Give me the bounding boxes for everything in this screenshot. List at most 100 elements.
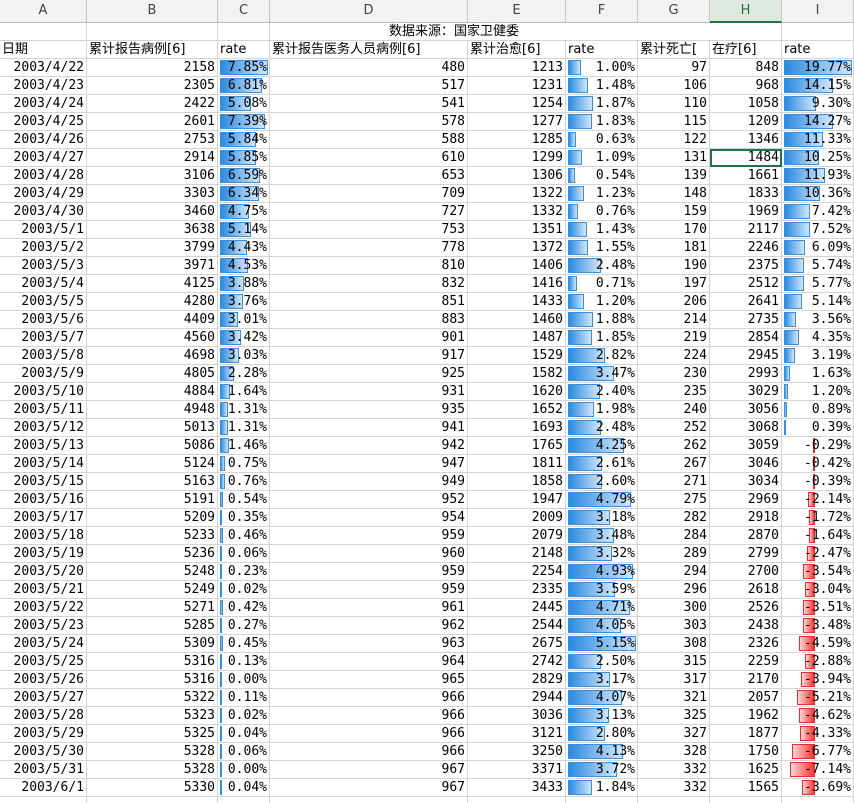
- cases-rate-cell[interactable]: 0.13%: [218, 653, 270, 671]
- cases-cell[interactable]: 5249: [87, 581, 218, 599]
- date-cell[interactable]: 2003/4/29: [0, 185, 87, 203]
- cell-empty[interactable]: [468, 797, 566, 803]
- cured-rate-cell[interactable]: 4.07%: [566, 689, 638, 707]
- column-header-i[interactable]: I: [782, 0, 854, 23]
- deaths-cell[interactable]: 296: [638, 581, 710, 599]
- in-treatment-rate-cell[interactable]: -3.94%: [782, 671, 854, 689]
- in-treatment-rate-cell[interactable]: -2.14%: [782, 491, 854, 509]
- cell-empty[interactable]: [782, 797, 854, 803]
- date-cell[interactable]: 2003/5/31: [0, 761, 87, 779]
- cured-rate-cell[interactable]: 2.61%: [566, 455, 638, 473]
- cases-cell[interactable]: 4409: [87, 311, 218, 329]
- medical-staff-cell[interactable]: 610: [270, 149, 468, 167]
- cases-rate-cell[interactable]: 4.53%: [218, 257, 270, 275]
- deaths-cell[interactable]: 303: [638, 617, 710, 635]
- cured-rate-cell[interactable]: 1.87%: [566, 95, 638, 113]
- cases-cell[interactable]: 4698: [87, 347, 218, 365]
- in-treatment-cell[interactable]: 1661: [710, 167, 782, 185]
- cases-rate-cell[interactable]: 0.06%: [218, 545, 270, 563]
- cured-rate-cell[interactable]: 1.23%: [566, 185, 638, 203]
- in-treatment-rate-cell[interactable]: 7.42%: [782, 203, 854, 221]
- date-cell[interactable]: 2003/5/12: [0, 419, 87, 437]
- cases-cell[interactable]: 4805: [87, 365, 218, 383]
- cured-rate-cell[interactable]: 4.13%: [566, 743, 638, 761]
- in-treatment-cell[interactable]: 2259: [710, 653, 782, 671]
- in-treatment-rate-cell[interactable]: -3.48%: [782, 617, 854, 635]
- medical-staff-cell[interactable]: 709: [270, 185, 468, 203]
- date-cell[interactable]: 2003/5/23: [0, 617, 87, 635]
- cured-rate-cell[interactable]: 3.47%: [566, 365, 638, 383]
- cured-rate-cell[interactable]: 3.17%: [566, 671, 638, 689]
- medical-staff-cell[interactable]: 964: [270, 653, 468, 671]
- cases-rate-cell[interactable]: 1.46%: [218, 437, 270, 455]
- in-treatment-cell[interactable]: 968: [710, 77, 782, 95]
- column-header-f[interactable]: F: [566, 0, 638, 23]
- in-treatment-rate-cell[interactable]: -0.39%: [782, 473, 854, 491]
- cured-cell[interactable]: 1460: [468, 311, 566, 329]
- in-treatment-cell[interactable]: 848: [710, 59, 782, 77]
- in-treatment-cell[interactable]: 2700: [710, 563, 782, 581]
- medical-staff-cell[interactable]: 810: [270, 257, 468, 275]
- medical-staff-cell[interactable]: 541: [270, 95, 468, 113]
- in-treatment-cell[interactable]: 2993: [710, 365, 782, 383]
- cell-empty[interactable]: [468, 23, 566, 41]
- in-treatment-cell[interactable]: 2170: [710, 671, 782, 689]
- cases-cell[interactable]: 4948: [87, 401, 218, 419]
- header-cell[interactable]: 累计治愈[6]: [468, 41, 566, 59]
- medical-staff-cell[interactable]: 588: [270, 131, 468, 149]
- cured-rate-cell[interactable]: 0.71%: [566, 275, 638, 293]
- in-treatment-cell[interactable]: 1877: [710, 725, 782, 743]
- cases-rate-cell[interactable]: 0.02%: [218, 581, 270, 599]
- cases-cell[interactable]: 5330: [87, 779, 218, 797]
- cured-cell[interactable]: 2079: [468, 527, 566, 545]
- in-treatment-rate-cell[interactable]: 1.63%: [782, 365, 854, 383]
- cases-rate-cell[interactable]: 1.31%: [218, 419, 270, 437]
- date-cell[interactable]: 2003/5/26: [0, 671, 87, 689]
- cell-empty[interactable]: [566, 797, 638, 803]
- cases-rate-cell[interactable]: 0.23%: [218, 563, 270, 581]
- cases-rate-cell[interactable]: 1.64%: [218, 383, 270, 401]
- cured-cell[interactable]: 2009: [468, 509, 566, 527]
- medical-staff-cell[interactable]: 952: [270, 491, 468, 509]
- cell-empty[interactable]: [218, 23, 270, 41]
- in-treatment-rate-cell[interactable]: 7.52%: [782, 221, 854, 239]
- cases-rate-cell[interactable]: 5.14%: [218, 221, 270, 239]
- deaths-cell[interactable]: 271: [638, 473, 710, 491]
- medical-staff-cell[interactable]: 959: [270, 563, 468, 581]
- cases-cell[interactable]: 5322: [87, 689, 218, 707]
- medical-staff-cell[interactable]: 883: [270, 311, 468, 329]
- cases-rate-cell[interactable]: 0.42%: [218, 599, 270, 617]
- medical-staff-cell[interactable]: 832: [270, 275, 468, 293]
- header-cell[interactable]: 累计死亡[: [638, 41, 710, 59]
- cases-cell[interactable]: 3638: [87, 221, 218, 239]
- cases-cell[interactable]: 5233: [87, 527, 218, 545]
- medical-staff-cell[interactable]: 947: [270, 455, 468, 473]
- date-cell[interactable]: 2003/5/21: [0, 581, 87, 599]
- cured-cell[interactable]: 2254: [468, 563, 566, 581]
- medical-staff-cell[interactable]: 931: [270, 383, 468, 401]
- cases-cell[interactable]: 3303: [87, 185, 218, 203]
- in-treatment-rate-cell[interactable]: 6.09%: [782, 239, 854, 257]
- date-cell[interactable]: 2003/5/18: [0, 527, 87, 545]
- cured-rate-cell[interactable]: 2.48%: [566, 257, 638, 275]
- medical-staff-cell[interactable]: 778: [270, 239, 468, 257]
- date-cell[interactable]: 2003/4/28: [0, 167, 87, 185]
- deaths-cell[interactable]: 197: [638, 275, 710, 293]
- cured-cell[interactable]: 1351: [468, 221, 566, 239]
- date-cell[interactable]: 2003/5/16: [0, 491, 87, 509]
- in-treatment-cell[interactable]: 2945: [710, 347, 782, 365]
- cured-rate-cell[interactable]: 1.20%: [566, 293, 638, 311]
- deaths-cell[interactable]: 294: [638, 563, 710, 581]
- date-cell[interactable]: 2003/5/15: [0, 473, 87, 491]
- cases-rate-cell[interactable]: 0.35%: [218, 509, 270, 527]
- in-treatment-rate-cell[interactable]: -1.72%: [782, 509, 854, 527]
- cured-cell[interactable]: 1299: [468, 149, 566, 167]
- medical-staff-cell[interactable]: 965: [270, 671, 468, 689]
- cases-cell[interactable]: 5013: [87, 419, 218, 437]
- cured-rate-cell[interactable]: 3.59%: [566, 581, 638, 599]
- cases-rate-cell[interactable]: 0.00%: [218, 761, 270, 779]
- date-cell[interactable]: 2003/5/14: [0, 455, 87, 473]
- medical-staff-cell[interactable]: 959: [270, 581, 468, 599]
- deaths-cell[interactable]: 110: [638, 95, 710, 113]
- cases-rate-cell[interactable]: 7.85%: [218, 59, 270, 77]
